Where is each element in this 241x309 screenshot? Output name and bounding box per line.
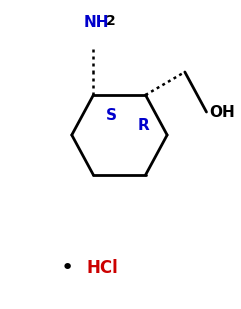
Text: NH: NH (84, 15, 109, 30)
Text: OH: OH (209, 104, 235, 120)
Text: 2: 2 (106, 14, 116, 28)
Text: S: S (106, 108, 117, 123)
Text: HCl: HCl (87, 259, 118, 277)
Text: R: R (138, 118, 149, 133)
Text: •: • (60, 258, 74, 278)
